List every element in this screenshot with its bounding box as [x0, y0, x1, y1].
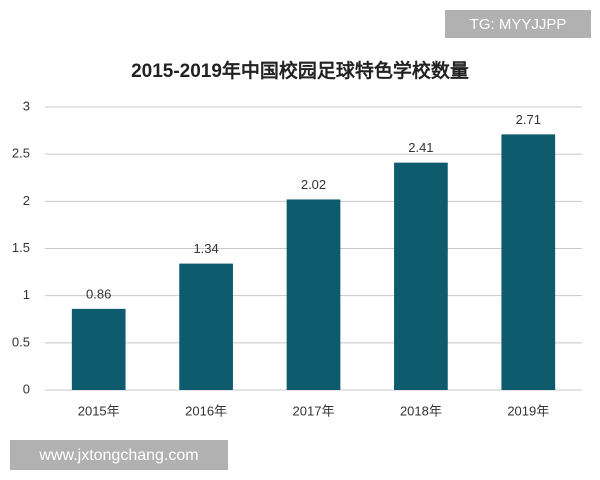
value-label: 0.86	[86, 286, 111, 301]
watermark: www.jxtongchang.com	[38, 447, 198, 464]
watermark-box	[10, 440, 228, 470]
value-label: 2.02	[301, 177, 326, 192]
x-tick-label: 2016年	[185, 403, 227, 418]
x-tick-label: 2018年	[400, 403, 442, 418]
bar	[71, 308, 126, 390]
value-label: 2.71	[516, 112, 541, 127]
watermark: TG: MYYJJPP	[470, 16, 567, 33]
y-tick-label: 1	[23, 287, 30, 302]
bar	[501, 134, 556, 390]
x-tick-label: 2017年	[293, 403, 335, 418]
x-tick-label: 2015年	[78, 403, 120, 418]
y-tick-label: 0.5	[12, 334, 30, 349]
value-label: 1.34	[193, 241, 218, 256]
y-tick-label: 1.5	[12, 240, 30, 255]
y-tick-label: 0	[23, 381, 30, 396]
y-tick-label: 2.5	[12, 146, 30, 161]
chart-title: 2015-2019年中国校园足球特色学校数量	[131, 59, 469, 82]
y-tick-label: 2	[23, 193, 30, 208]
bar	[286, 199, 341, 390]
x-tick-label: 2019年	[507, 403, 549, 418]
watermark-box	[445, 10, 591, 38]
y-tick-label: 3	[23, 98, 30, 113]
bar	[394, 162, 448, 390]
value-label: 2.41	[408, 140, 433, 155]
bar	[179, 263, 233, 390]
